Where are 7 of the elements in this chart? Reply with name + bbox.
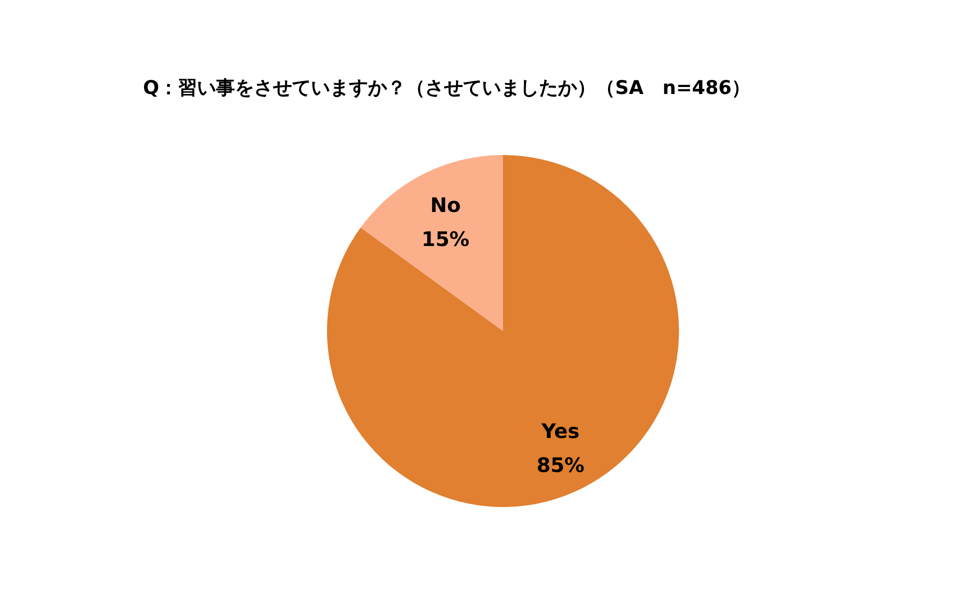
- slice-label: Yes: [540, 418, 580, 443]
- pie-slice: [327, 155, 679, 507]
- pie-slice: [360, 155, 503, 331]
- slice-label: No: [430, 193, 461, 218]
- data-label: 85%: [536, 452, 584, 477]
- chart-title: Q：習い事をさせていますか？（させていましたか）（SA n=486）: [143, 77, 751, 99]
- data-label: 15%: [422, 227, 470, 252]
